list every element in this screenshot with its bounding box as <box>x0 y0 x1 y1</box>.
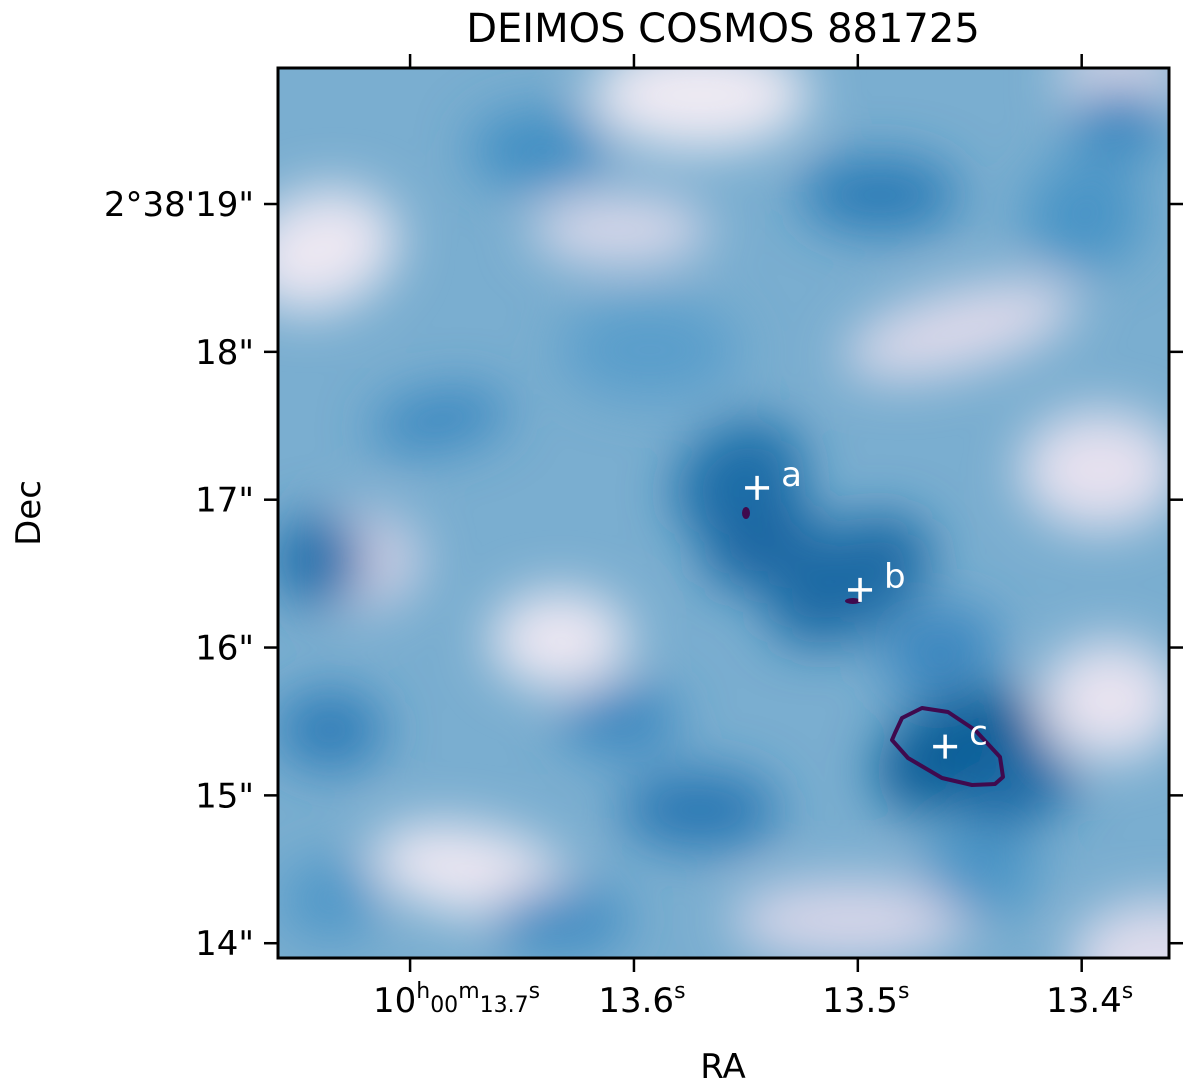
x-tick-label: 13.4s <box>1046 979 1133 1021</box>
contour-c <box>890 706 1005 787</box>
contour-a <box>742 507 750 519</box>
y-tick-label: 15" <box>195 776 254 816</box>
sky-blob <box>1025 160 1145 270</box>
y-tick-label: 16" <box>195 629 254 669</box>
x-tick-label: 13.5s <box>822 979 909 1021</box>
sky-emission-map <box>278 68 1169 958</box>
sky-blob <box>767 514 933 646</box>
y-axis-title: Dec <box>9 480 49 546</box>
sky-blob <box>470 110 610 190</box>
y-axis: 2°38'19" 18" 17" 16" 15" 14" <box>104 185 1183 964</box>
contour-layer <box>742 507 1005 787</box>
sky-blob <box>370 388 510 452</box>
sky-blob <box>490 885 630 955</box>
sky-blob <box>620 770 780 850</box>
sky-blob <box>560 685 680 755</box>
sky-blob <box>278 187 398 313</box>
sky-blob <box>920 825 1040 915</box>
sky-blob <box>1020 410 1169 530</box>
x-axis: 10h00m13.7s 13.6s 13.5s 13.4s <box>373 54 1133 1021</box>
contour-b <box>845 598 861 604</box>
x-tick-label: 10h00m13.7s <box>373 979 540 1021</box>
y-tick-label: 14" <box>195 924 254 964</box>
sky-blob <box>1070 900 1169 958</box>
sky-blob <box>1070 80 1169 160</box>
sky-blob <box>843 280 1077 380</box>
sky-blob <box>590 68 810 150</box>
sky-blob <box>730 880 970 958</box>
source-markers: a b c <box>745 455 988 759</box>
y-tick-label: 18" <box>195 333 254 373</box>
marker-c: c <box>933 714 988 759</box>
x-axis-title: RA <box>700 1047 746 1087</box>
marker-label: c <box>969 714 988 754</box>
sky-blob <box>530 195 710 265</box>
sky-blob <box>560 300 740 400</box>
sky-blob <box>881 607 999 693</box>
marker-label: b <box>884 557 906 597</box>
sky-blob <box>1040 640 1169 760</box>
plot-frame <box>276 66 1171 960</box>
plot-area: a b c <box>278 68 1169 958</box>
sky-blob <box>278 690 385 770</box>
marker-b: b <box>848 557 906 602</box>
sky-blob <box>490 590 630 690</box>
sky-blob <box>800 157 960 233</box>
sky-blob <box>280 860 380 940</box>
sky-blob <box>962 751 1078 829</box>
marker-a: a <box>745 455 802 500</box>
marker-label: a <box>781 455 802 495</box>
chart-title: DEIMOS COSMOS 881725 <box>466 6 980 52</box>
x-tick-label: 13.6s <box>598 979 685 1021</box>
sky-blob <box>278 515 370 605</box>
y-tick-label: 2°38'19" <box>104 185 254 225</box>
y-tick-label: 17" <box>195 481 254 521</box>
